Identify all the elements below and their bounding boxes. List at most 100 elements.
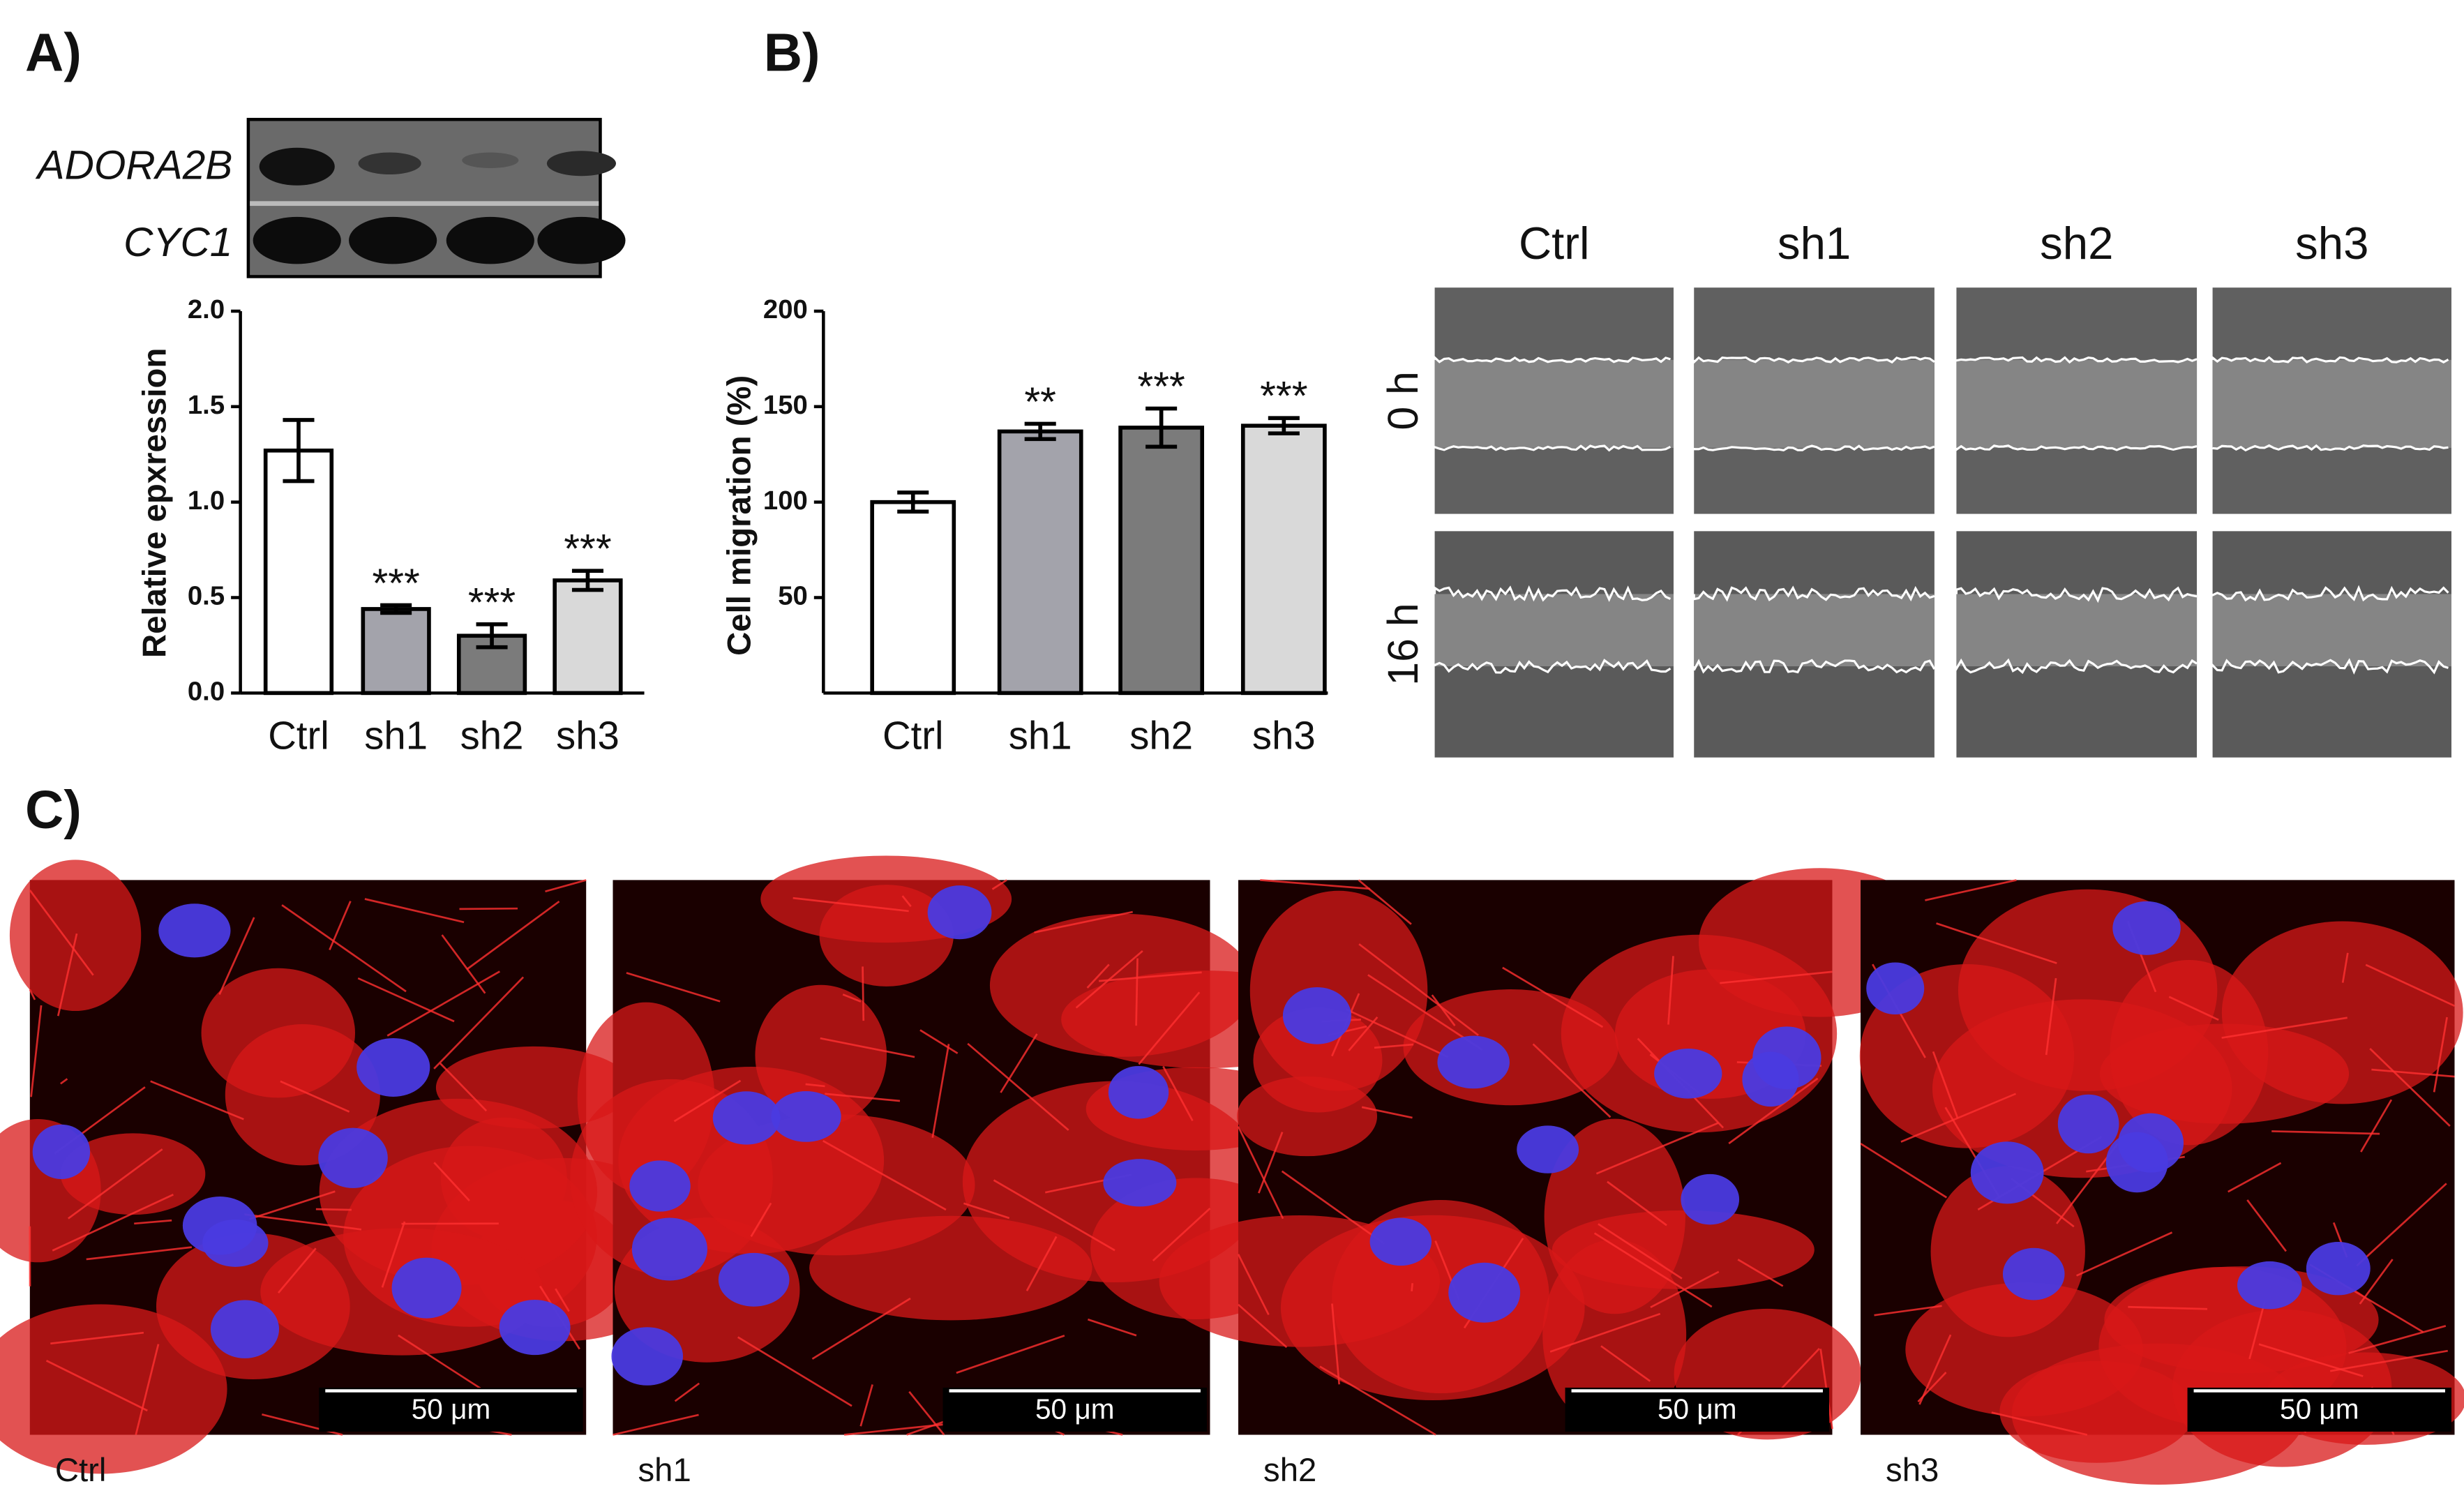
scratch-gap bbox=[1694, 359, 1935, 448]
scale-bar bbox=[2187, 1387, 2451, 1432]
fiber bbox=[244, 1213, 362, 1231]
fiber bbox=[1152, 1208, 1211, 1261]
nucleus bbox=[1742, 1051, 1799, 1107]
scratch-edge bbox=[1955, 658, 2198, 675]
fiber bbox=[1331, 1303, 1341, 1385]
fiber bbox=[433, 1162, 470, 1201]
nucleus bbox=[318, 1127, 388, 1188]
nucleus bbox=[611, 1327, 684, 1386]
significance-label: *** bbox=[1137, 364, 1185, 410]
fiber bbox=[908, 1390, 945, 1436]
nucleus bbox=[1103, 1159, 1177, 1207]
fiber bbox=[626, 972, 721, 1003]
y-tick-label: 1.5 bbox=[188, 390, 225, 420]
cell bbox=[0, 1304, 227, 1474]
fiber bbox=[750, 1202, 772, 1237]
fiber bbox=[737, 1336, 852, 1407]
cell bbox=[1859, 963, 2075, 1148]
fiber bbox=[555, 1288, 570, 1312]
scale-bar-label: 50 μm bbox=[1658, 1393, 1736, 1425]
error-bar bbox=[476, 622, 508, 650]
fiber bbox=[1361, 1106, 1413, 1119]
fiber bbox=[2348, 1325, 2447, 1354]
nucleus bbox=[499, 1300, 571, 1356]
gel-label: CYC1 bbox=[123, 220, 232, 265]
fiber bbox=[2168, 996, 2219, 1021]
fluorescence-image bbox=[570, 855, 1349, 1436]
fiber bbox=[1502, 966, 1604, 1028]
cell bbox=[1544, 1118, 1685, 1314]
error-bar bbox=[571, 569, 603, 592]
fiber bbox=[967, 1042, 1069, 1131]
nucleus bbox=[1517, 1125, 1579, 1173]
error-bar bbox=[283, 418, 315, 483]
nucleus bbox=[2057, 1094, 2119, 1154]
x-tick-label: sh1 bbox=[364, 714, 428, 758]
nucleus bbox=[1437, 1035, 1510, 1089]
fiber bbox=[249, 1190, 336, 1220]
x-tick-label: sh1 bbox=[1009, 714, 1072, 758]
fiber bbox=[2329, 1349, 2448, 1372]
fiber bbox=[545, 879, 587, 893]
fiber bbox=[280, 1080, 350, 1113]
panel-label: C) bbox=[25, 781, 82, 840]
x-tick-label: Ctrl bbox=[268, 714, 329, 758]
scratch-edge bbox=[1692, 585, 1935, 602]
x-tick-label: sh2 bbox=[460, 714, 524, 758]
fiber bbox=[60, 1078, 68, 1085]
fiber bbox=[811, 1297, 911, 1360]
fiber bbox=[1737, 1259, 1784, 1287]
nucleus bbox=[631, 1217, 707, 1281]
fiber bbox=[2341, 952, 2349, 983]
y-axis-label: Cell migration (%) bbox=[721, 375, 758, 656]
nucleus bbox=[1866, 962, 1925, 1015]
nucleus bbox=[2237, 1261, 2302, 1310]
fiber bbox=[1237, 1126, 1284, 1220]
scratch-edge bbox=[2211, 658, 2449, 675]
nucleus bbox=[927, 885, 992, 940]
fiber bbox=[1900, 1093, 2017, 1143]
fiber bbox=[1258, 1132, 1284, 1194]
bar bbox=[361, 607, 431, 696]
significance-label: *** bbox=[1260, 374, 1307, 419]
fiber bbox=[2248, 1301, 2266, 1360]
fiber bbox=[2433, 1017, 2448, 1093]
y-tick-label: 50 bbox=[778, 581, 808, 611]
scale-bar bbox=[942, 1387, 1207, 1432]
fiber bbox=[459, 907, 518, 910]
scratch-gap bbox=[1694, 594, 1935, 667]
column-label: Ctrl bbox=[1519, 218, 1590, 269]
fiber bbox=[1237, 1254, 1270, 1316]
error-bar bbox=[1024, 421, 1056, 442]
nucleus bbox=[1654, 1048, 1722, 1099]
row-label: 0 h bbox=[1379, 371, 1427, 430]
nucleus bbox=[718, 1252, 790, 1307]
nucleus bbox=[2002, 1247, 2065, 1300]
significance-label: *** bbox=[468, 580, 516, 625]
significance-label: *** bbox=[372, 561, 419, 606]
fiber bbox=[2221, 1017, 2347, 1039]
fiber bbox=[1593, 1232, 1713, 1308]
error-bar bbox=[1268, 416, 1300, 435]
bar bbox=[997, 429, 1083, 696]
fiber bbox=[2076, 1231, 2173, 1277]
fiber bbox=[1000, 1033, 1038, 1093]
fiber bbox=[433, 976, 525, 1070]
gel-image bbox=[246, 117, 626, 278]
nucleus bbox=[1282, 987, 1351, 1044]
scratch-edge bbox=[2211, 585, 2449, 602]
fiber bbox=[2365, 963, 2456, 1007]
fiber bbox=[805, 1083, 825, 1088]
x-tick-label: sh3 bbox=[1252, 714, 1316, 758]
fiber bbox=[613, 1413, 699, 1436]
nucleus bbox=[712, 1091, 781, 1145]
fiber bbox=[931, 1044, 950, 1138]
scratch-edge bbox=[1692, 659, 1936, 674]
fiber bbox=[1991, 1411, 2088, 1436]
fiber bbox=[2371, 1068, 2455, 1078]
fiber bbox=[842, 993, 862, 1003]
fiber bbox=[45, 1360, 148, 1412]
scale-bar-label: 50 μm bbox=[412, 1393, 490, 1425]
